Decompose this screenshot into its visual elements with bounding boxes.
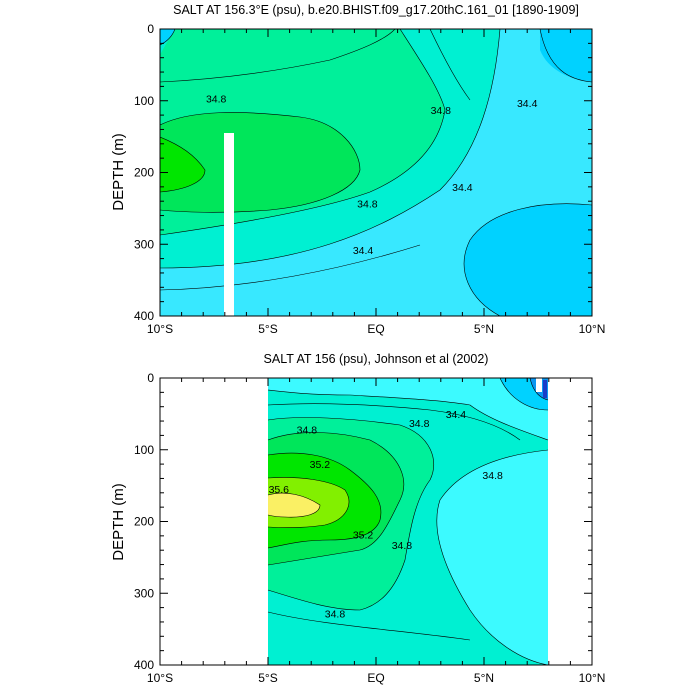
x-tick-label: 5°S (258, 322, 277, 336)
contour-label: 35.2 (353, 529, 374, 541)
y-tick-label: 0 (147, 22, 154, 36)
contour-label: 34.8 (357, 198, 378, 210)
y-tick-label: 200 (134, 515, 154, 529)
contour-label: 34.4 (517, 98, 538, 110)
panel1-ylabel: DEPTH (m) (110, 133, 127, 211)
contour-label: 34.8 (325, 608, 346, 620)
y-tick-label: 400 (134, 658, 154, 672)
p1-contour-labels: 34.8 34.8 34.4 34.8 34.4 34.4 (206, 94, 538, 257)
contour-label: 34.8 (206, 94, 227, 106)
y-tick-label: 300 (134, 237, 154, 251)
p2-fill-35.6 (268, 493, 320, 518)
p1-no-data-band (224, 133, 234, 316)
p2-contour-lines (267, 378, 549, 665)
y-tick-label: 100 (134, 443, 154, 457)
contour-label: 34.4 (446, 409, 467, 421)
contour-label: 34.8 (409, 418, 430, 430)
p1-fill-34.2-corner (160, 29, 175, 45)
panel2-ylabel: DEPTH (m) (110, 483, 127, 561)
x-tick-label: 10°S (147, 671, 173, 685)
p2-ticks: 10°S 5°S EQ 5°N 10°N 0 100 200 300 400 (134, 371, 605, 685)
p1-ticks: 10°S 5°S EQ 5°N 10°N 0 100 200 300 400 (134, 22, 605, 336)
y-tick-label: 0 (147, 371, 154, 385)
x-tick-label: EQ (367, 671, 384, 685)
p2-fill-34.4-deep (436, 450, 548, 665)
contour-label: 34.8 (392, 540, 413, 552)
p1-fill-34.2-upper (540, 29, 592, 82)
x-tick-label: EQ (367, 322, 384, 336)
p2-deep-blue-notch (543, 380, 547, 398)
p1-fill-34.2-deep (464, 203, 592, 316)
x-tick-label: 10°N (579, 671, 606, 685)
contour-label: 35.2 (310, 459, 331, 471)
y-tick-label: 300 (134, 586, 154, 600)
p2-contour-labels: 34.8 34.4 34.8 35.2 34.8 35.6 35.2 34.8 34.8 (269, 409, 503, 620)
contour-label: 34.8 (297, 425, 318, 437)
contour-label: 34.4 (353, 245, 374, 257)
x-tick-label: 5°S (258, 671, 277, 685)
contour-label: 34.8 (482, 470, 503, 482)
p1-fill-35.0 (160, 112, 360, 213)
contour-label: 34.8 (431, 105, 452, 117)
contour-label: 34.4 (452, 182, 473, 194)
p1-contour-lines (160, 29, 592, 316)
p2-no-data-strip (536, 378, 542, 392)
p1-fill-35.2 (160, 137, 205, 192)
x-tick-label: 5°N (474, 671, 494, 685)
x-tick-label: 5°N (474, 322, 494, 336)
panel2-title: SALT AT 156 (psu), Johnson et al (2002) (264, 352, 489, 366)
x-tick-label: 10°N (579, 322, 606, 336)
y-tick-label: 100 (134, 94, 154, 108)
panel1-title: SALT AT 156.3°E (psu), b.e20.BHIST.f09_g… (173, 3, 579, 17)
panel2-contour-fills (267, 378, 549, 665)
y-tick-label: 200 (134, 166, 154, 180)
p2-fill-34.4-top (268, 378, 548, 440)
x-tick-label: 10°S (147, 322, 173, 336)
contour-label: 35.6 (269, 484, 290, 496)
y-tick-label: 400 (134, 309, 154, 323)
